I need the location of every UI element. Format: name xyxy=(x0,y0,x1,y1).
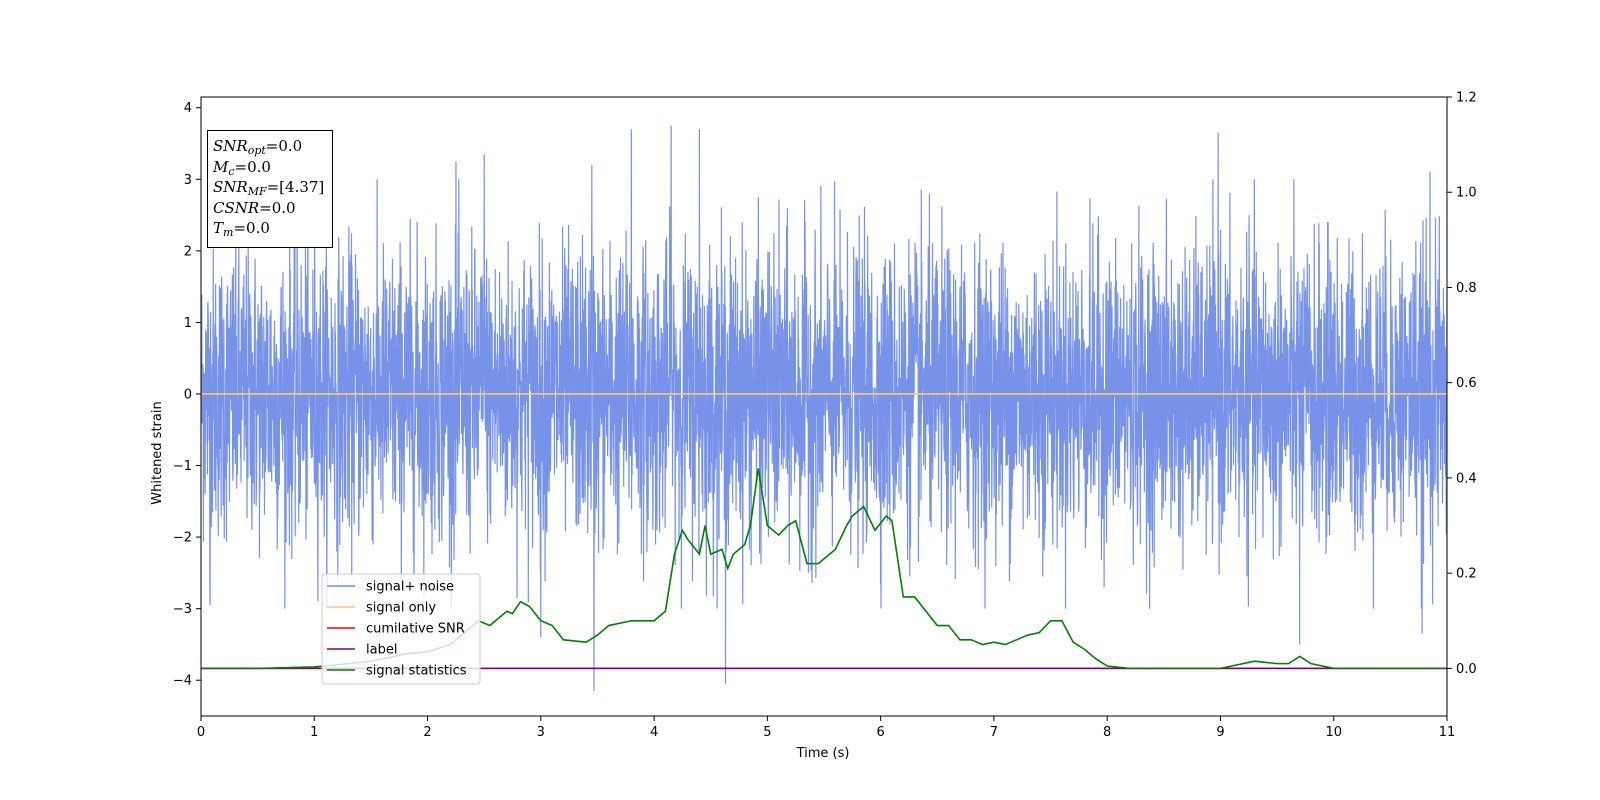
y2-tick-label: 0.0 xyxy=(1456,662,1477,677)
legend: signal+ noise signal only cumilative SNR la… xyxy=(321,573,481,685)
snr-mf-line: SNRMF=[4.37] xyxy=(213,177,327,198)
csnr-value: =0.0 xyxy=(259,198,296,217)
legend-entry: signal statistics xyxy=(366,664,467,679)
tm-line: Tm=0.0 xyxy=(213,218,327,239)
x-tick-label: 1 xyxy=(310,725,318,740)
legend-entry: signal+ noise xyxy=(366,580,454,595)
axes: 0 1 2 3 4 5 6 7 8 9 10 1143210−1−2−3−40.00.20.40.60… xyxy=(173,91,1477,741)
legend-entry: label xyxy=(366,643,397,658)
csnr-symbol: CSNR xyxy=(213,198,260,217)
x-tick-label: 10 xyxy=(1325,725,1342,740)
mc-value: =0.0 xyxy=(234,157,271,176)
y2-tick-label: 0.8 xyxy=(1456,281,1477,296)
snr-mf-symbol: SNR xyxy=(213,178,248,196)
y-tick-label: −2 xyxy=(173,531,192,546)
snr-opt-subscript: opt xyxy=(247,144,266,157)
y-tick-label: 0 xyxy=(184,387,192,402)
x-tick-label: 7 xyxy=(990,725,998,740)
y-tick-label: −1 xyxy=(173,459,192,474)
info-box: SNRopt=0.0 Mc=0.0 SNRMF=[4.37] CSNR=0.0 … xyxy=(207,130,333,248)
y-tick-label: 2 xyxy=(184,244,192,259)
mc-line: Mc=0.0 xyxy=(213,157,327,178)
csnr-line: CSNR=0.0 xyxy=(213,198,327,219)
snr-opt-value: =0.0 xyxy=(265,137,303,155)
snr-mf-value: =[4.37] xyxy=(266,178,325,196)
x-tick-label: 3 xyxy=(537,725,545,740)
y-axis-label: Whitened strain xyxy=(150,401,165,504)
y2-tick-label: 0.2 xyxy=(1456,567,1477,582)
y-tick-label: −4 xyxy=(173,674,192,689)
y-tick-label: 1 xyxy=(184,316,192,331)
x-tick-label: 5 xyxy=(763,725,771,740)
legend-entry: cumilative SNR xyxy=(366,622,465,637)
mc-subscript: c xyxy=(228,164,235,178)
y2-tick-label: 1.0 xyxy=(1456,186,1477,201)
series-signal-statistics-line xyxy=(201,468,1447,670)
x-tick-label: 2 xyxy=(423,725,431,740)
snr-opt-line: SNRopt=0.0 xyxy=(213,136,327,157)
legend-entry: signal only xyxy=(366,601,436,616)
x-tick-label: 9 xyxy=(1216,725,1224,740)
series-signal-noise-line xyxy=(201,125,1447,691)
x-tick-label: 6 xyxy=(876,725,884,740)
y2-tick-label: 1.2 xyxy=(1456,91,1477,106)
tm-subscript: m xyxy=(223,226,234,239)
x-tick-label: 8 xyxy=(1103,725,1111,740)
y2-tick-label: 0.4 xyxy=(1456,471,1477,486)
y-tick-label: 3 xyxy=(184,173,192,188)
snr-opt-symbol: SNR xyxy=(213,137,248,155)
y2-tick-label: 0.6 xyxy=(1456,376,1477,391)
plot-frame xyxy=(200,96,1448,717)
snr-mf-subscript: MF xyxy=(247,185,267,198)
legend-box xyxy=(321,573,481,685)
x-tick-label: 0 xyxy=(197,725,205,740)
x-tick-label: 4 xyxy=(650,725,658,740)
tm-value: =0.0 xyxy=(233,219,270,237)
mc-symbol: M xyxy=(213,157,229,176)
x-tick-label: 11 xyxy=(1439,725,1456,740)
x-axis-label: Time (s) xyxy=(796,746,850,761)
y-tick-label: −3 xyxy=(173,602,192,617)
tm-symbol: T xyxy=(213,219,224,237)
y-tick-label: 4 xyxy=(184,101,192,116)
